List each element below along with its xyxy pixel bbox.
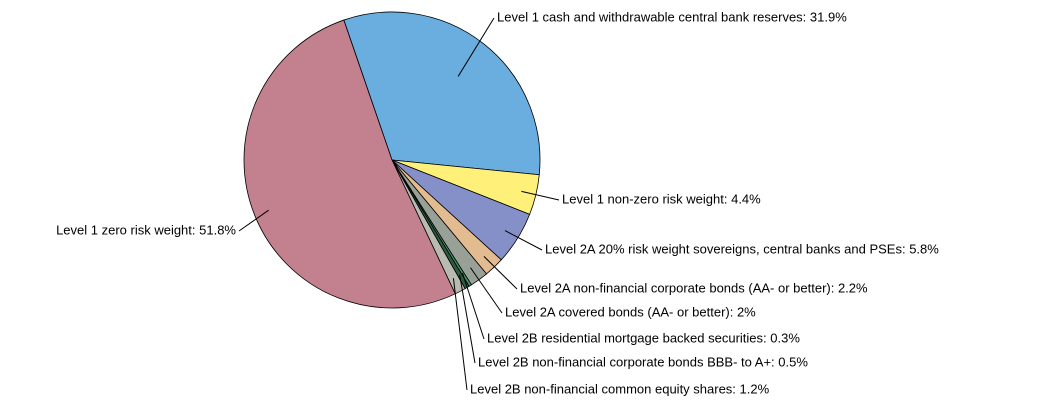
data-label: Level 2A covered bonds (AA- or better): …	[505, 304, 756, 319]
data-label: Level 1 zero risk weight: 51.8%	[56, 222, 236, 237]
leader-line	[459, 274, 476, 364]
leader-line	[462, 272, 485, 340]
data-label: Level 1 non-zero risk weight: 4.4%	[562, 191, 761, 206]
leader-line	[483, 256, 518, 290]
data-label: Level 2B non-financial common equity sha…	[470, 381, 770, 396]
data-label: Level 2A 20% risk weight sovereigns, cen…	[545, 241, 939, 256]
leader-line	[457, 17, 495, 77]
leader-line	[238, 209, 269, 232]
leader-line	[452, 278, 468, 391]
pie-slice	[243, 19, 456, 309]
pie-slice	[343, 11, 541, 176]
data-label: Level 2A non-financial corporate bonds (…	[520, 280, 868, 295]
data-label: Level 2B residential mortgage backed sec…	[487, 330, 800, 345]
leader-line	[470, 267, 503, 314]
leader-line	[504, 230, 543, 251]
data-label: Level 1 cash and withdrawable central ba…	[497, 9, 847, 24]
leader-line	[521, 190, 560, 201]
data-label: Level 2B non-financial corporate bonds B…	[478, 354, 808, 369]
